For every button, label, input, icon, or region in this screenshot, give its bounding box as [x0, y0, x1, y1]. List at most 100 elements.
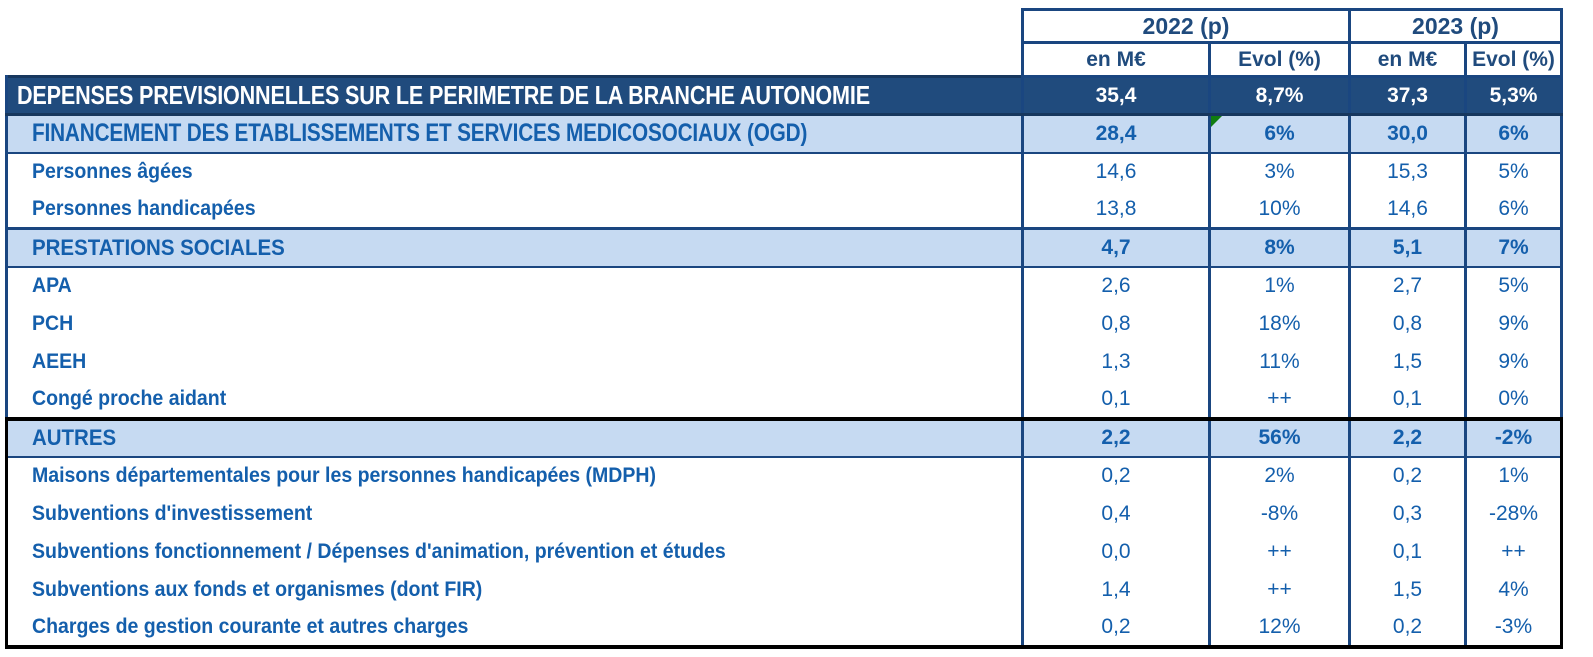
value-text: 1,5	[1392, 577, 1423, 601]
value-cell: 9%	[1464, 304, 1563, 343]
header-spacer	[6, 42, 1023, 77]
value-text: 0,0	[1101, 539, 1131, 563]
value-text: 11%	[1259, 349, 1300, 373]
value-text: -28%	[1488, 501, 1539, 525]
value-cell: -28%	[1464, 494, 1563, 533]
value-text: 5%	[1498, 160, 1529, 183]
value-cell: 6%	[1208, 114, 1350, 154]
value-text: 4%	[1498, 577, 1529, 601]
row-label-cell: Congé proche aidant	[5, 380, 1024, 419]
table-row: Subventions d'investissement 0,4 -8% 0,3 -28…	[5, 494, 1563, 533]
table-row: Congé proche aidant 0,1 ++ 0,1 0%	[5, 380, 1563, 419]
value-text: 15,3	[1387, 160, 1428, 183]
value-text: 2,7	[1392, 274, 1423, 297]
row-label: Personnes handicapées	[32, 196, 256, 220]
row-label-cell: Subventions fonctionnement / Dépenses d'…	[5, 532, 1024, 571]
value-text: -3%	[1494, 614, 1533, 638]
value-text: 6%	[1498, 121, 1529, 145]
value-cell: 28,4	[1021, 114, 1210, 154]
value-text: ++	[1267, 386, 1292, 410]
value-text: 0,1	[1392, 539, 1423, 563]
value-cell: 6%	[1464, 190, 1563, 229]
value-cell: 0,2	[1348, 456, 1466, 495]
value-cell: 2,6	[1021, 266, 1210, 305]
row-label: Congé proche aidant	[32, 386, 227, 410]
value-text: 2,2	[1101, 426, 1131, 449]
value-cell: 0,1	[1021, 380, 1210, 419]
value-cell: 10%	[1208, 190, 1350, 229]
table-row: Subventions fonctionnement / Dépenses d'…	[5, 532, 1563, 571]
value-text: -8%	[1260, 501, 1299, 525]
row-label-cell: Charges de gestion courante et autres ch…	[5, 608, 1024, 649]
value-cell: 5,1	[1348, 227, 1466, 268]
value-cell: 1,5	[1348, 570, 1466, 609]
row-label: Personnes âgées	[32, 160, 193, 183]
value-text: 10%	[1258, 196, 1301, 220]
value-cell: 18%	[1208, 304, 1350, 343]
value-text: 7%	[1498, 235, 1529, 259]
table-row: APA 2,6 1% 2,7 5%	[5, 266, 1563, 305]
value-cell: -8%	[1208, 494, 1350, 533]
value-cell: 2,2	[1348, 416, 1466, 458]
value-text: 8%	[1264, 235, 1295, 259]
value-cell: 9%	[1464, 342, 1563, 381]
value-text: 37,3	[1387, 83, 1428, 107]
value-text: 14,6	[1387, 196, 1428, 220]
row-label: Subventions fonctionnement / Dépenses d'…	[32, 539, 726, 563]
value-cell: ++	[1208, 380, 1350, 419]
value-cell: 7%	[1464, 227, 1563, 268]
value-cell: 14,6	[1021, 152, 1210, 191]
value-cell: 0,2	[1021, 456, 1210, 495]
value-cell: 13,8	[1021, 190, 1210, 229]
value-text: 18%	[1258, 311, 1301, 335]
value-cell: 1%	[1464, 456, 1563, 495]
value-cell: 15,3	[1348, 152, 1466, 191]
row-label-cell: Personnes handicapées	[5, 190, 1024, 229]
value-cell: 5,3%	[1464, 75, 1563, 116]
value-cell: 56%	[1208, 416, 1350, 458]
value-cell: 2,7	[1348, 266, 1466, 305]
value-cell: 1,4	[1021, 570, 1210, 609]
value-cell: ++	[1208, 532, 1350, 571]
value-cell: 0,2	[1348, 608, 1466, 649]
table-row: AUTRES 2,2 56% 2,2 -2%	[5, 416, 1563, 458]
value-cell: 3%	[1208, 152, 1350, 191]
row-label: Charges de gestion courante et autres ch…	[32, 614, 469, 638]
value-cell: 2%	[1208, 456, 1350, 495]
table-row: Maisons départementales pour les personn…	[5, 456, 1563, 495]
value-text: 0,1	[1392, 386, 1423, 410]
row-label: PCH	[32, 311, 74, 335]
value-cell: 14,6	[1348, 190, 1466, 229]
value-cell: 0,8	[1348, 304, 1466, 343]
row-label: AUTRES	[32, 425, 117, 450]
value-cell: 1%	[1208, 266, 1350, 305]
value-cell: 0,2	[1021, 608, 1210, 649]
row-label: FINANCEMENT DES ETABLISSEMENTS ET SERVIC…	[32, 119, 808, 148]
value-text: 5%	[1498, 274, 1529, 297]
value-text: 0,8	[1101, 311, 1131, 335]
row-label-cell: Subventions aux fonds et organismes (don…	[5, 570, 1024, 609]
value-cell: -3%	[1464, 608, 1563, 649]
value-cell: 0%	[1464, 380, 1563, 419]
value-text: 9%	[1498, 349, 1529, 373]
row-label-cell: DEPENSES PREVISIONNELLES SUR LE PERIMETR…	[5, 75, 1024, 116]
value-text: 0,8	[1392, 311, 1423, 335]
value-text: 6%	[1498, 196, 1529, 220]
table-header: 2022 (p) 2023 (p) en M€ Evol (%) en M€ E…	[6, 8, 1563, 78]
value-text: 12%	[1258, 614, 1301, 638]
excel-error-corner-icon	[1211, 116, 1222, 127]
table-row: FINANCEMENT DES ETABLISSEMENTS ET SERVIC…	[5, 114, 1563, 154]
value-text: ++	[1267, 577, 1292, 601]
value-cell: 6%	[1464, 114, 1563, 154]
table-row: AEEH 1,3 11% 1,5 9%	[5, 342, 1563, 381]
row-label: Subventions d'investissement	[32, 501, 313, 525]
value-text: 1%	[1264, 274, 1295, 297]
table-row: DEPENSES PREVISIONNELLES SUR LE PERIMETR…	[5, 75, 1563, 116]
subcol-2023-evol: Evol (%)	[1464, 41, 1563, 78]
value-cell: 0,1	[1348, 380, 1466, 419]
subcol-2022-meur: en M€	[1021, 41, 1211, 78]
value-text: 4,7	[1101, 235, 1131, 259]
value-cell: 4,7	[1021, 227, 1210, 268]
row-label-cell: PCH	[5, 304, 1024, 343]
